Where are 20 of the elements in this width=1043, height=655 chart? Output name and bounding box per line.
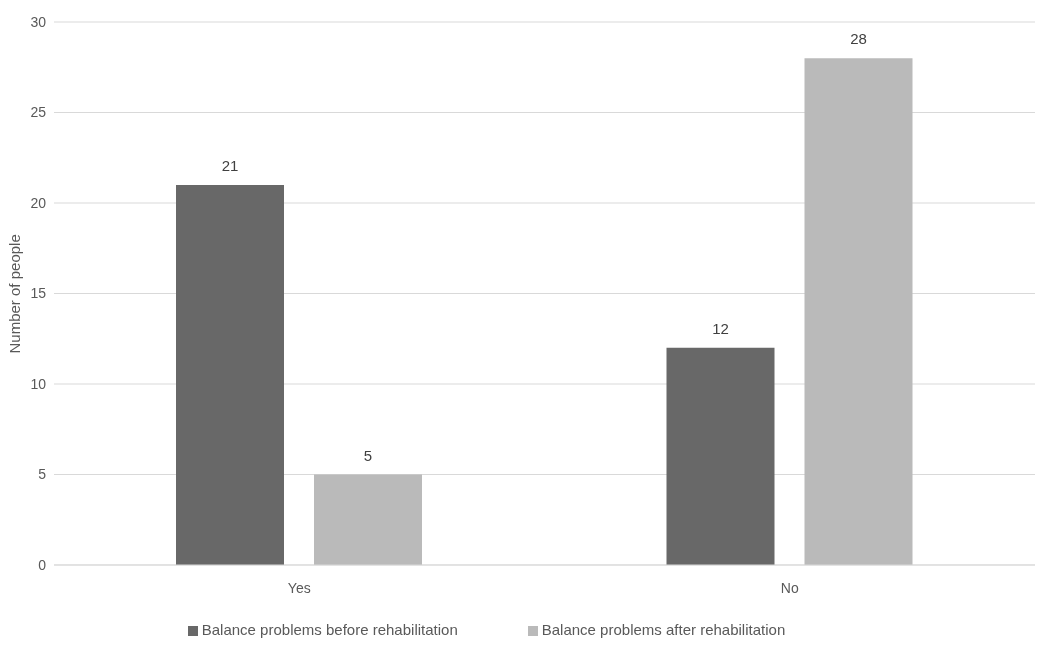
bar <box>666 347 775 565</box>
y-tick-label: 30 <box>30 13 47 30</box>
y-tick-label: 10 <box>30 375 47 392</box>
bar <box>176 184 284 565</box>
data-label: 28 <box>850 30 867 48</box>
y-axis-title: Number of people <box>6 234 24 354</box>
y-tick-label: 15 <box>30 285 47 302</box>
bar <box>804 58 913 565</box>
data-label: 21 <box>221 156 239 174</box>
y-tick-label: 0 <box>38 556 47 573</box>
legend-label: Balance problems after rehabilitation <box>541 621 786 638</box>
data-label: 5 <box>363 446 373 464</box>
x-tick-label: Yes <box>287 579 311 596</box>
y-tick-label: 5 <box>38 466 47 483</box>
legend-label: Balance problems before rehabilitation <box>201 621 458 638</box>
bar <box>314 474 422 565</box>
y-tick-label: 20 <box>30 194 47 211</box>
data-label: 12 <box>712 319 729 337</box>
x-tick-label: No <box>780 579 799 596</box>
y-tick-label: 25 <box>30 104 47 121</box>
